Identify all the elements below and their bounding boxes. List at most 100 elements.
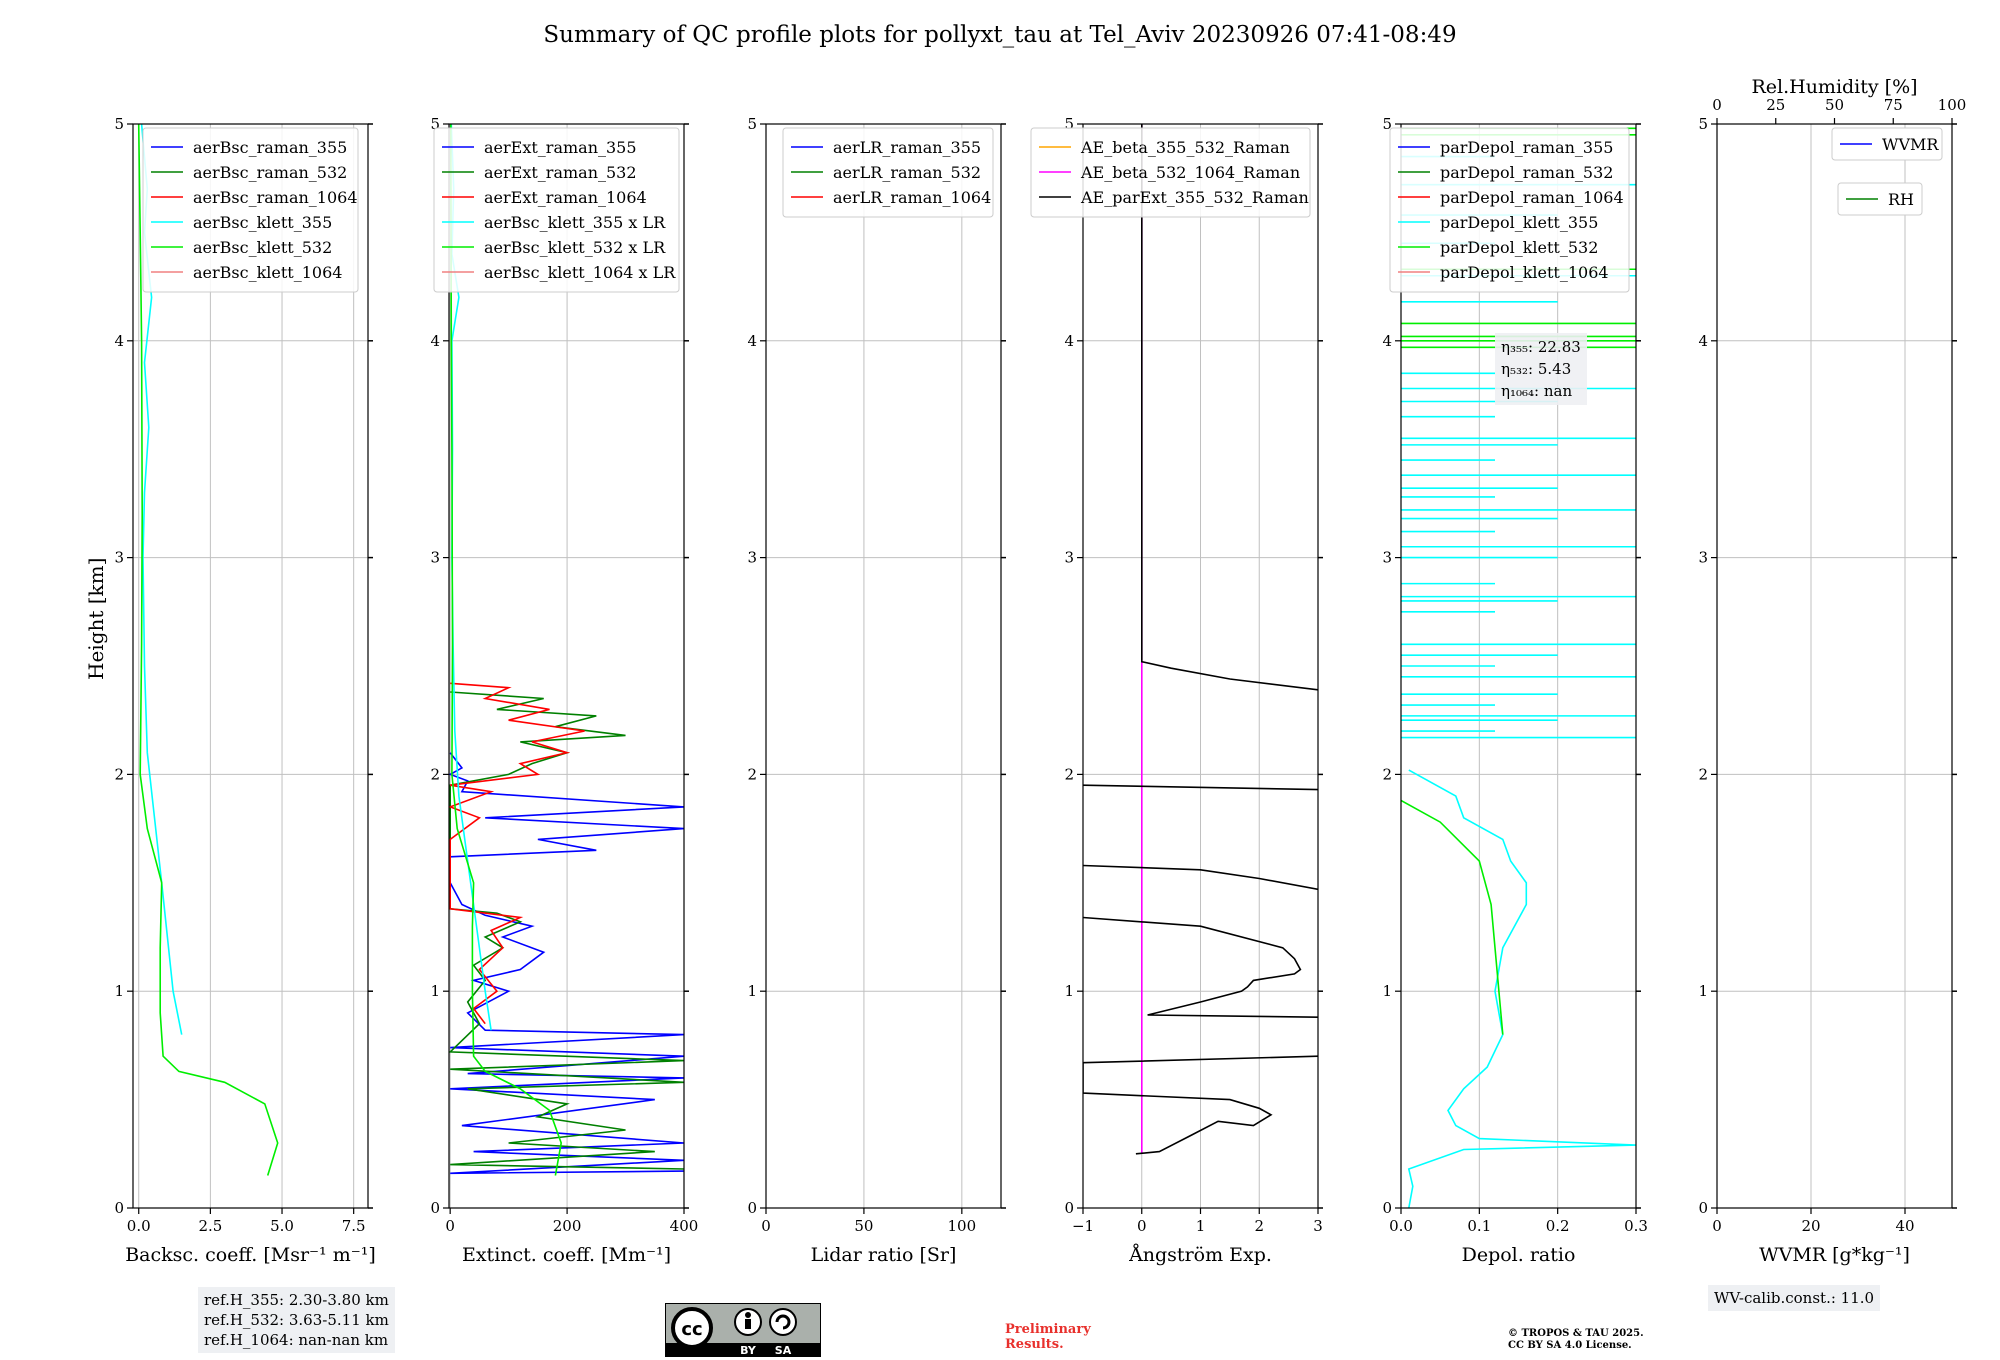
- ytick-label: 2: [430, 765, 440, 783]
- copyright-note: © TROPOS & TAU 2025. CC BY SA 4.0 Licens…: [1508, 1328, 1644, 1352]
- xtick-label: 3: [1313, 1217, 1323, 1235]
- series-line: [1401, 799, 1504, 1035]
- legend-label: WVMR: [1882, 135, 1939, 154]
- legend-label: parDepol_klett_1064: [1440, 263, 1609, 282]
- x-axis-label: Extinct. coeff. [Mm⁻¹]: [462, 1244, 671, 1266]
- ytick-label: 2: [747, 765, 757, 783]
- legend-label: parDepol_raman_532: [1440, 163, 1613, 182]
- legend-label: AE_parExt_355_532_Raman: [1080, 188, 1309, 207]
- legend-label: aerBsc_klett_1064: [193, 263, 342, 282]
- eta-label: η₁₀₆₄: nan: [1501, 382, 1572, 400]
- xtick-label: 0.0: [1389, 1217, 1413, 1235]
- legend-label: aerLR_raman_1064: [833, 188, 991, 207]
- ytick-label: 0: [1382, 1199, 1392, 1217]
- wv-calib-const: WV-calib.const.: 11.0: [1714, 1289, 1875, 1307]
- ytick-label: 2: [1064, 765, 1074, 783]
- top-xtick-label: 0: [1712, 96, 1722, 114]
- legend-label: aerLR_raman_355: [833, 138, 981, 157]
- svg-text:cc: cc: [681, 1319, 702, 1340]
- x-axis-label: Ångström Exp.: [1128, 1244, 1272, 1266]
- ytick-label: 3: [1382, 549, 1392, 567]
- series-line: [449, 691, 684, 1170]
- ytick-label: 4: [1382, 332, 1392, 350]
- legend-label: aerExt_raman_532: [484, 163, 637, 182]
- legend-label: parDepol_klett_532: [1440, 238, 1598, 257]
- top-xtick-label: 50: [1825, 96, 1844, 114]
- legend-label: aerBsc_klett_355: [193, 213, 332, 232]
- ytick-label: 4: [747, 332, 757, 350]
- badge-sa: SA: [775, 1344, 792, 1357]
- legend-label: aerBsc_klett_532 x LR: [484, 238, 666, 257]
- legend-box: [1837, 182, 1923, 216]
- ytick-label: 3: [1064, 549, 1074, 567]
- ytick-label: 5: [747, 115, 757, 133]
- legend-box: [1389, 127, 1630, 293]
- prelim-line-2: Results.: [1005, 1337, 1064, 1352]
- series-line: [1083, 916, 1318, 1018]
- legend-label: aerBsc_raman_1064: [193, 188, 358, 207]
- copyright-line-2: CC BY SA 4.0 License.: [1508, 1340, 1632, 1351]
- legend-label: aerBsc_klett_1064 x LR: [484, 263, 676, 282]
- ytick-label: 5: [1064, 115, 1074, 133]
- ref-height-355: ref.H_355: 2.30-3.80 km: [204, 1291, 389, 1309]
- xtick-label: 0.2: [1546, 1217, 1570, 1235]
- ytick-label: 5: [430, 115, 440, 133]
- ytick-label: 4: [1698, 332, 1708, 350]
- panel-depol: 0 1 2 3 4 5 0.0 0.1 0.2 0.3 Depol. ratio parDepol_r…: [1382, 115, 1647, 1266]
- xtick-label: 0: [445, 1217, 455, 1235]
- legend-label: parDepol_klett_355: [1440, 213, 1598, 232]
- ytick-label: 0: [430, 1199, 440, 1217]
- series-line: [450, 124, 563, 1176]
- xtick-label: 5.0: [270, 1217, 294, 1235]
- legend-box: [142, 127, 359, 293]
- xtick-label: 0: [1137, 1217, 1147, 1235]
- xtick-label: 20: [1801, 1217, 1820, 1235]
- ref-height-532: ref.H_532: 3.63-5.11 km: [204, 1311, 389, 1329]
- figure-title: Summary of QC profile plots for pollyxt_…: [543, 22, 1457, 48]
- xtick-label: 1: [1196, 1217, 1206, 1235]
- ytick-label: 4: [430, 332, 440, 350]
- x-axis-label: Lidar ratio [Sr]: [811, 1244, 957, 1266]
- ytick-label: 0: [747, 1199, 757, 1217]
- series-group: [449, 124, 684, 1176]
- legend-label: aerLR_raman_532: [833, 163, 981, 182]
- legend-box: [433, 127, 680, 293]
- xtick-label: 200: [553, 1217, 582, 1235]
- xtick-label: 0.1: [1467, 1217, 1491, 1235]
- xtick-label: 0: [1712, 1217, 1722, 1235]
- legend-label: parDepol_raman_1064: [1440, 188, 1624, 207]
- legend-label: AE_beta_532_1064_Raman: [1080, 163, 1300, 182]
- legend-box: [782, 127, 994, 218]
- x-axis-label: Depol. ratio: [1462, 1244, 1576, 1266]
- ytick-label: 3: [114, 549, 124, 567]
- legend-label: aerBsc_klett_532: [193, 238, 332, 257]
- copyright-line-1: © TROPOS & TAU 2025.: [1508, 1328, 1644, 1339]
- ytick-label: 1: [747, 982, 757, 1000]
- ytick-label: 0: [114, 1199, 124, 1217]
- series-line: [137, 124, 279, 1176]
- xtick-label: 400: [670, 1217, 699, 1235]
- ytick-label: 3: [747, 549, 757, 567]
- wv-calib-box: WV-calib.const.: 11.0: [1708, 1285, 1881, 1311]
- prelim-line-1: Preliminary: [1005, 1322, 1091, 1337]
- ref-height-box: ref.H_355: 2.30-3.80 km ref.H_532: 3.63-…: [198, 1287, 395, 1353]
- ytick-label: 2: [114, 765, 124, 783]
- eta-label: η₃₅₅: 22.83: [1501, 338, 1581, 356]
- eta-box: [1495, 333, 1587, 405]
- ytick-label: 1: [430, 982, 440, 1000]
- top-xtick-label: 100: [1938, 96, 1967, 114]
- ytick-label: 4: [1064, 332, 1074, 350]
- top-xtick-label: 75: [1884, 96, 1903, 114]
- x-axis-label: Backsc. coeff. [Msr⁻¹ m⁻¹]: [125, 1244, 376, 1266]
- ytick-label: 1: [1064, 982, 1074, 1000]
- ytick-label: 3: [1698, 549, 1708, 567]
- xtick-label: 40: [1895, 1217, 1914, 1235]
- badge-by: BY: [740, 1344, 757, 1357]
- ytick-label: 5: [114, 115, 124, 133]
- series-line: [1083, 1055, 1318, 1155]
- axes-frame: [1400, 123, 1637, 1209]
